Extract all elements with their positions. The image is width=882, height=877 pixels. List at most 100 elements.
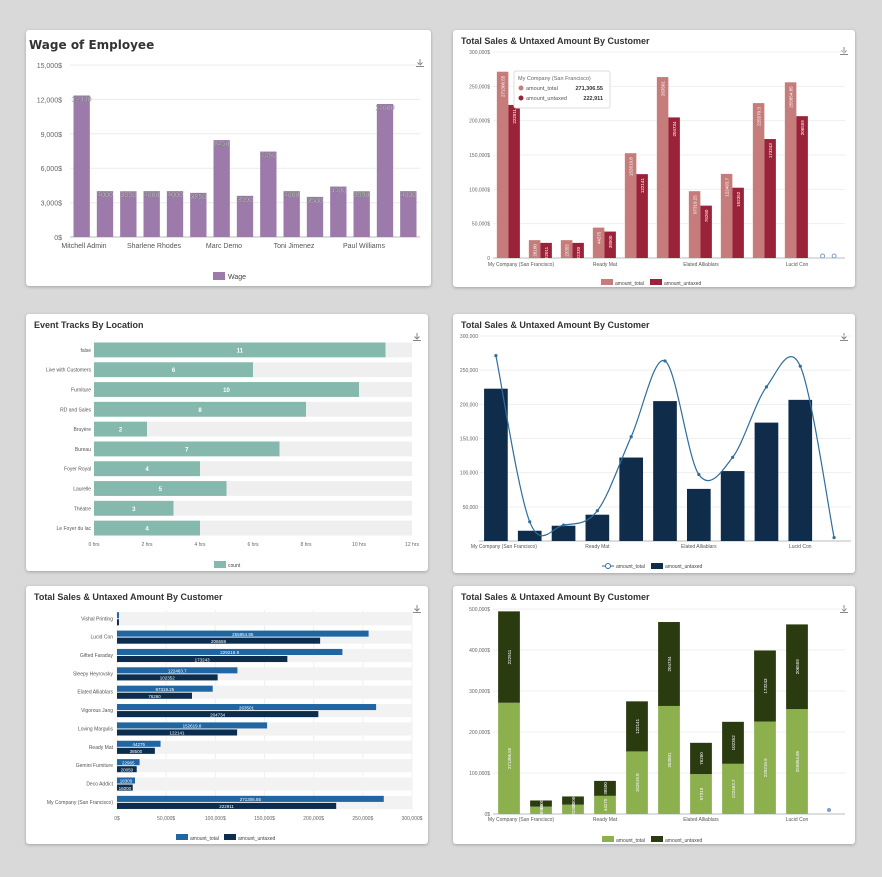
x-tick-label: 200,000$ bbox=[303, 816, 324, 822]
wage-bar-label: 3500 bbox=[307, 198, 323, 205]
tooltip-marker bbox=[518, 95, 524, 101]
sales-stacked-bar-chart: 0$ 100,000$ 200,000$ 300,000$ 400,000$ 500,00… bbox=[469, 607, 845, 844]
amount_total-bar bbox=[117, 740, 161, 747]
amount_untaxed-bar bbox=[117, 619, 119, 626]
wage-bar bbox=[73, 95, 90, 237]
y-category-label: Le Foyer du lac bbox=[57, 526, 92, 532]
amount_untaxed-bar-label: 204734 bbox=[667, 656, 672, 672]
sales-hbar-chart-title: Total Sales & Untaxed Amount By Customer bbox=[34, 592, 223, 602]
amount_total-point bbox=[798, 364, 802, 368]
wage-bar bbox=[236, 195, 254, 237]
x-tick-label: Elated Alliablars bbox=[683, 262, 719, 268]
wage-bar bbox=[190, 192, 207, 237]
amount_untaxed-bar bbox=[764, 139, 776, 258]
y-tick-label: 150,000$ bbox=[469, 153, 490, 159]
y-category-label: Foyer Royal bbox=[64, 467, 91, 473]
amount_untaxed-bar bbox=[626, 701, 648, 752]
x-tick-label: 0$ bbox=[114, 816, 120, 822]
download-icon[interactable] bbox=[412, 332, 422, 342]
sales-bar-chart-title: Total Sales & Untaxed Amount By Customer bbox=[461, 36, 650, 46]
y-tick-label: 100,000$ bbox=[469, 187, 490, 193]
amount_untaxed-bar-label: 222911 bbox=[219, 804, 234, 809]
amount_total-bar-label: 263501 bbox=[239, 705, 255, 710]
y-category-label: Loving Margulis bbox=[78, 726, 114, 732]
amount_total-bar-label: 271306.55 bbox=[507, 747, 512, 769]
x-tick-label: 8 hrs bbox=[300, 542, 312, 548]
amount_total-bar-label: 263501 bbox=[661, 81, 666, 97]
x-tick-label: Elated Alliablars bbox=[681, 544, 717, 550]
amount_untaxed-bar-label: 38500 bbox=[608, 235, 613, 248]
x-tick-label: Sharlene Rhodes bbox=[127, 243, 182, 250]
amount_total-bar bbox=[496, 71, 509, 258]
amount_untaxed-bar-label: 22330 bbox=[576, 246, 581, 259]
amount_total-point bbox=[663, 359, 667, 363]
download-icon[interactable] bbox=[412, 604, 422, 614]
count-bar bbox=[94, 362, 253, 378]
amount_untaxed-bar bbox=[658, 622, 680, 706]
x-tick-label: Toni Jimenez bbox=[274, 243, 315, 250]
amount_total-bar bbox=[690, 774, 712, 814]
legend-label: amount_total bbox=[190, 836, 219, 842]
y-tick-label: 0$ bbox=[54, 235, 62, 242]
wage-bar bbox=[96, 191, 114, 237]
y-category-label: RD and Sales bbox=[60, 407, 91, 413]
amount_total-bar bbox=[498, 702, 520, 814]
y-tick-label: 50,000$ bbox=[472, 222, 490, 228]
amount_untaxed-bar-label: 16000 bbox=[539, 797, 544, 810]
amount_total-bar bbox=[117, 612, 119, 619]
amount_untaxed-bar-label: 102352 bbox=[736, 191, 741, 207]
amount_total-bar bbox=[784, 82, 797, 258]
amount_untaxed-bar-label: 206559 bbox=[795, 659, 800, 675]
amount_untaxed-bar-label: 76260 bbox=[699, 752, 704, 765]
wage-bar bbox=[306, 196, 324, 237]
tooltip-marker bbox=[518, 85, 524, 91]
amount_total-bar bbox=[117, 704, 377, 711]
count-bar-label: 10 bbox=[223, 388, 230, 394]
amount_untaxed-bar bbox=[585, 514, 610, 541]
y-category-label: Furniture bbox=[71, 388, 91, 394]
wage-bar-label: 8450 bbox=[214, 141, 230, 148]
amount_untaxed-bar bbox=[720, 471, 745, 541]
amount_untaxed-bar bbox=[786, 624, 808, 710]
amount_total-bar-label: 28100 bbox=[533, 244, 538, 257]
amount_total-bar-label: 18300 bbox=[120, 779, 133, 784]
wage-bar-label: 3590 bbox=[237, 197, 253, 204]
amount_total-bar bbox=[626, 751, 648, 814]
sales-horizontal-bar-chart: 0$ 50,000$ 100,000$ 150,000$ 200,000$ 250,000… bbox=[47, 610, 423, 842]
legend-swatch bbox=[651, 563, 663, 569]
x-tick-label: My Company (San Francisco) bbox=[488, 817, 554, 823]
amount_untaxed-bar bbox=[117, 802, 337, 809]
tiny-value-marker bbox=[820, 253, 826, 259]
x-tick-label: Mitchell Admin bbox=[61, 243, 106, 250]
sales-combo-chart: 50,000 100,000 150,000 200,000 250,000 300,00… bbox=[460, 334, 851, 570]
amount_untaxed-bar bbox=[117, 784, 133, 791]
amount_untaxed-bar bbox=[117, 674, 218, 681]
x-tick-label: Marc Demo bbox=[206, 243, 242, 250]
amount_untaxed-bar bbox=[508, 104, 520, 258]
count-bar-label: 2 bbox=[119, 428, 123, 434]
amount_untaxed-bar bbox=[653, 401, 677, 541]
wage-chart-card: Wage of Employee 0$ 3,000$ 6,000$ 9,000$ 12,… bbox=[26, 30, 431, 286]
amount_total-bar bbox=[594, 795, 616, 814]
y-tick-label: 100,000 bbox=[460, 471, 478, 477]
wage-bar bbox=[260, 151, 277, 237]
y-tick-label: 200,000$ bbox=[469, 730, 490, 736]
y-tick-label: 0 bbox=[487, 256, 490, 262]
count-bar-label: 6 bbox=[172, 368, 176, 374]
amount_total-bar bbox=[562, 804, 584, 814]
x-tick-label: 0 hrs bbox=[88, 542, 100, 548]
wage-bar bbox=[353, 191, 370, 237]
count-bar bbox=[94, 500, 174, 516]
amount_total-point bbox=[832, 535, 836, 540]
sales-stack-chart-title: Total Sales & Untaxed Amount By Customer bbox=[461, 592, 650, 602]
amount_total-bar-label: 263501 bbox=[667, 752, 672, 768]
wage-bar-label: 11600 bbox=[376, 105, 395, 112]
amount_untaxed-bar-label: 122141 bbox=[640, 178, 645, 194]
amount_total-bar-label: 122463.7 bbox=[731, 779, 736, 798]
x-tick-label: 150,000$ bbox=[254, 816, 275, 822]
amount_total-bar-label: 97319.25 bbox=[155, 687, 174, 692]
wage-bar-label: 3850 bbox=[191, 194, 207, 201]
y-tick-label: 15,000$ bbox=[37, 63, 62, 70]
y-tick-label: 300,000$ bbox=[469, 689, 490, 695]
amount_total-point bbox=[629, 435, 633, 439]
